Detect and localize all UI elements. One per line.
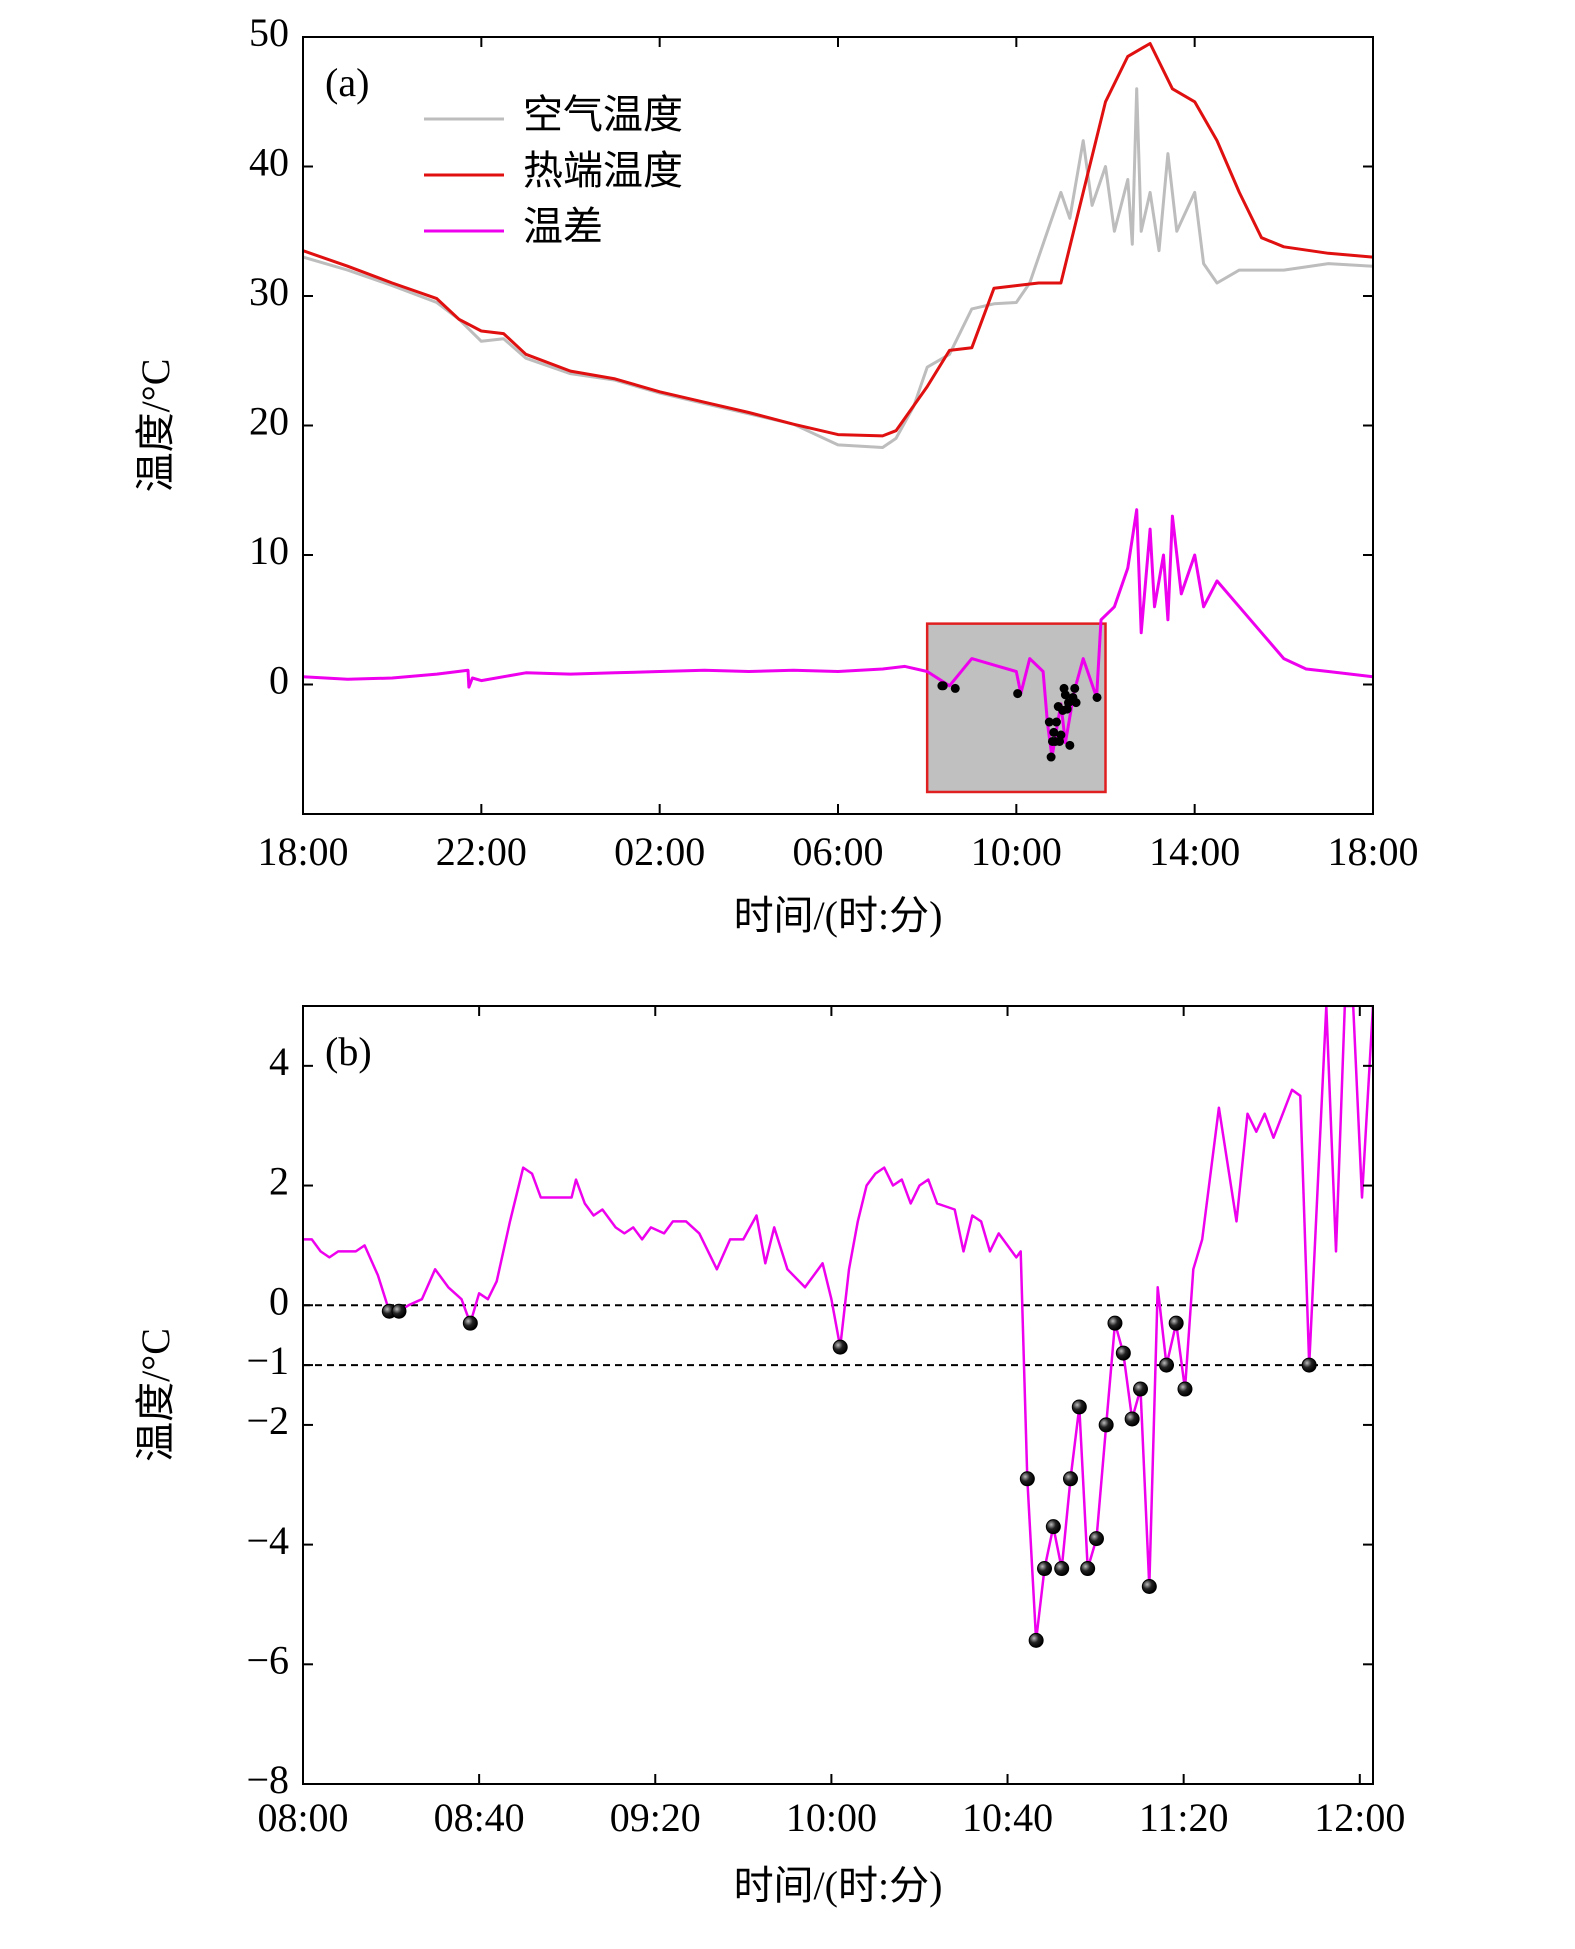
y-tick-label: 2: [269, 1159, 289, 1204]
marker: [1062, 1471, 1078, 1487]
marker: [1013, 689, 1023, 699]
marker: [1070, 683, 1080, 693]
y-tick-label: 20: [249, 399, 289, 444]
x-axis-label: 时间/(时:分): [734, 893, 943, 938]
y-tick-label: 0: [269, 1278, 289, 1323]
line-series: [303, 42, 1373, 438]
x-tick-label: 14:00: [1149, 829, 1240, 874]
marker: [1301, 1357, 1317, 1373]
y-tick-label: −2: [246, 1398, 289, 1443]
marker: [1092, 692, 1102, 702]
y-tick-label: −8: [246, 1757, 289, 1802]
x-tick-label: 08:00: [257, 1795, 348, 1840]
marker: [832, 1339, 848, 1355]
axes-frame: [302, 1005, 1374, 1785]
marker: [1028, 1632, 1044, 1648]
x-tick-label: 12:00: [1314, 1795, 1405, 1840]
x-tick-label: 10:00: [786, 1795, 877, 1840]
marker: [1124, 1411, 1140, 1427]
axes-frame: [302, 36, 1374, 815]
y-tick-label: −6: [246, 1637, 289, 1682]
marker: [1080, 1561, 1096, 1577]
plot-area: [303, 42, 1373, 794]
y-tick-label: 40: [249, 140, 289, 185]
y-axis-label: 温度/°C: [133, 359, 178, 493]
marker: [1019, 1471, 1035, 1487]
y-tick-label: 0: [269, 658, 289, 703]
marker: [1168, 1315, 1184, 1331]
y-axis-label: 温度/°C: [133, 1328, 178, 1462]
marker: [1046, 752, 1056, 762]
marker: [1056, 730, 1066, 740]
marker: [950, 683, 960, 693]
marker: [1098, 1417, 1114, 1433]
x-tick-label: 06:00: [792, 829, 883, 874]
marker: [1071, 698, 1081, 708]
x-tick-label: 18:00: [1327, 829, 1418, 874]
legend-label: 空气温度: [523, 92, 683, 137]
line-series: [303, 87, 1373, 449]
panel-label: (a): [325, 60, 369, 105]
marker: [1071, 1399, 1087, 1415]
x-tick-label: 09:20: [610, 1795, 701, 1840]
marker: [1065, 740, 1075, 750]
x-tick-label: 08:40: [434, 1795, 525, 1840]
marker: [938, 681, 948, 691]
x-tick-label: 02:00: [614, 829, 705, 874]
marker: [462, 1315, 478, 1331]
legend-label: 热端温度: [523, 148, 683, 193]
x-tick-label: 22:00: [436, 829, 527, 874]
plot-area: [303, 1006, 1373, 1648]
marker: [1045, 1519, 1061, 1535]
x-tick-label: 18:00: [257, 829, 348, 874]
y-tick-label: 4: [269, 1039, 289, 1084]
marker: [1107, 1315, 1123, 1331]
marker: [1177, 1381, 1193, 1397]
marker: [1037, 1561, 1053, 1577]
marker: [1088, 1531, 1104, 1547]
legend-label: 温差: [523, 204, 603, 249]
marker: [1158, 1357, 1174, 1373]
marker: [1060, 690, 1070, 700]
y-tick-label: −4: [246, 1518, 289, 1563]
panel-label: (b): [325, 1029, 372, 1074]
y-tick-label: 30: [249, 269, 289, 314]
marker: [1133, 1381, 1149, 1397]
marker: [1141, 1579, 1157, 1595]
marker: [1054, 1561, 1070, 1577]
line-series: [303, 1006, 1373, 1642]
marker: [391, 1303, 407, 1319]
marker: [1051, 717, 1061, 727]
y-tick-label: −1: [246, 1338, 289, 1383]
x-tick-label: 10:40: [962, 1795, 1053, 1840]
line-series: [303, 508, 1373, 759]
x-tick-label: 10:00: [971, 829, 1062, 874]
y-tick-label: 10: [249, 528, 289, 573]
marker: [1115, 1345, 1131, 1361]
x-axis-label: 时间/(时:分): [734, 1863, 943, 1908]
highlight-box: [925, 622, 1107, 794]
x-tick-label: 11:20: [1139, 1795, 1229, 1840]
y-tick-label: 50: [249, 10, 289, 55]
